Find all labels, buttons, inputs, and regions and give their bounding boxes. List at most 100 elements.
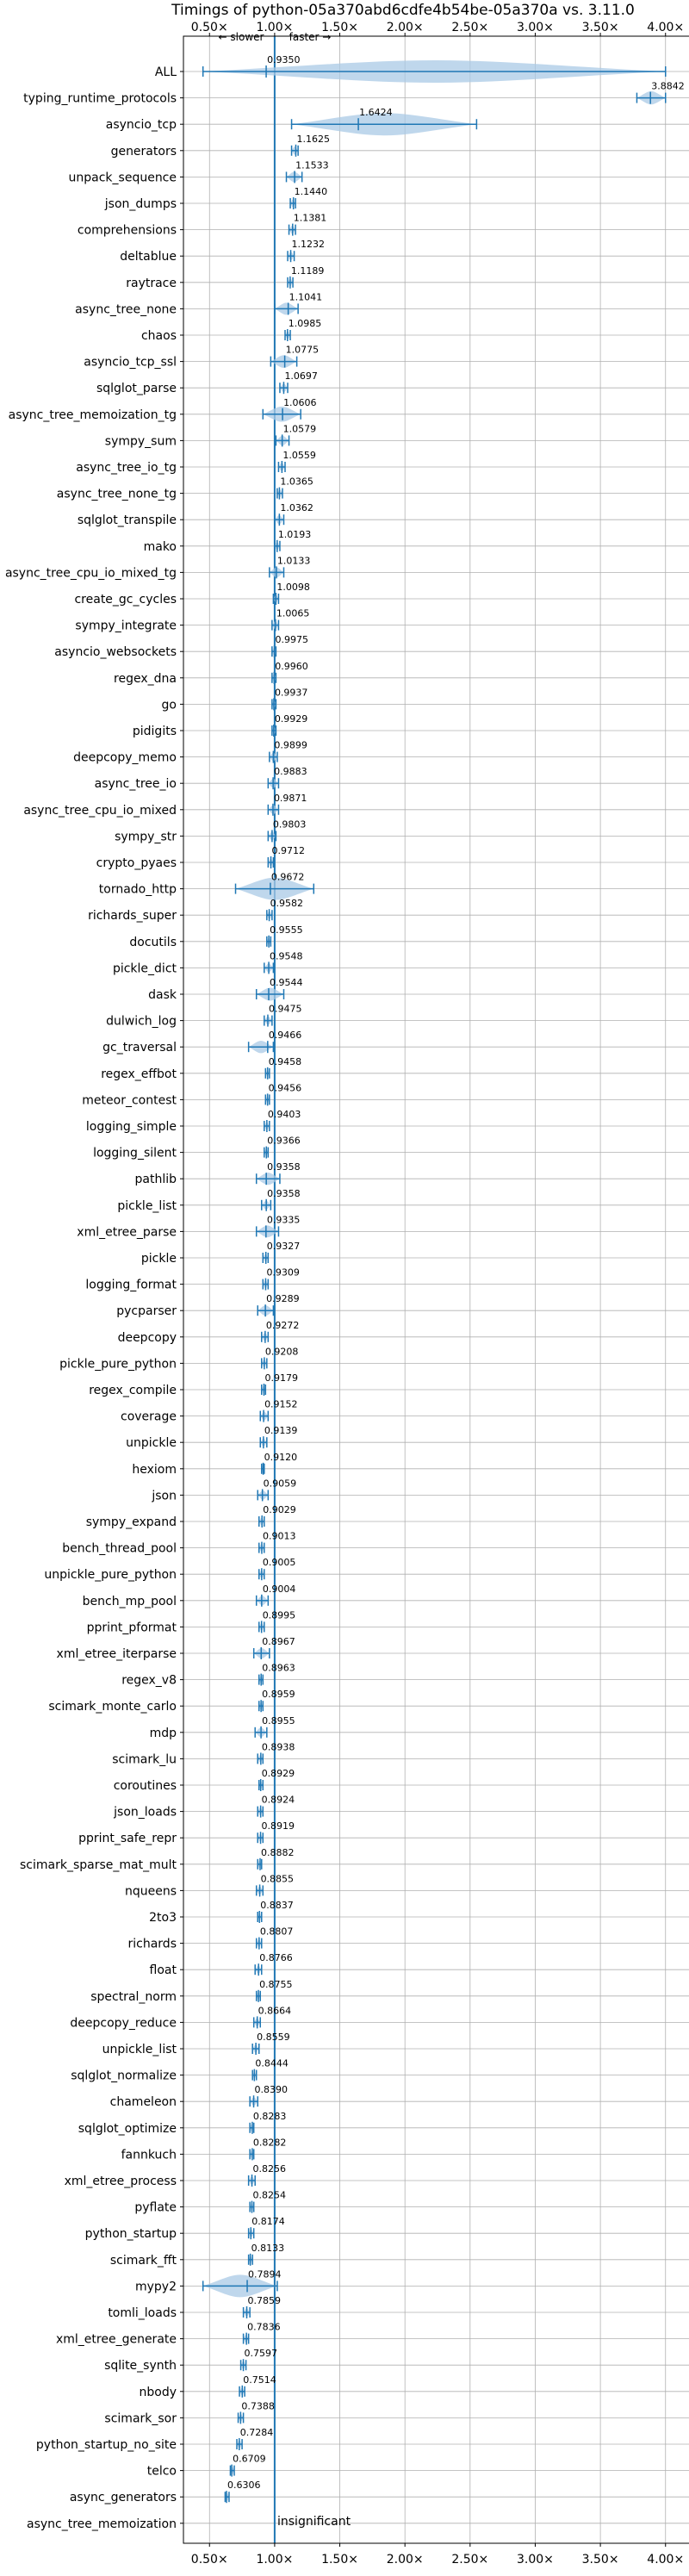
benchmark-label: xml_etree_iterparse — [57, 1647, 177, 1661]
violin-value-label: 1.0775 — [286, 345, 320, 356]
benchmark-label: sympy_str — [115, 830, 177, 843]
violin-value-label: 0.9555 — [270, 924, 303, 936]
violin-value-label: 0.9544 — [270, 977, 303, 988]
violin-value-label: 0.7836 — [247, 2322, 281, 2333]
violin-value-label: 0.7514 — [243, 2374, 276, 2386]
violin-value-label: 0.8282 — [253, 2137, 287, 2148]
x-tick-label-bottom: 2.50× — [451, 2553, 488, 2567]
benchmark-label: async_tree_io — [95, 777, 177, 791]
benchmark-label: sympy_expand — [86, 1515, 177, 1529]
benchmark-label: logging_simple — [86, 1120, 177, 1134]
benchmark-label: raytrace — [126, 277, 177, 290]
benchmark-label: xml_etree_parse — [77, 1225, 177, 1239]
violin-value-label: 0.9548 — [270, 950, 303, 961]
violin-value-label: 1.0606 — [283, 397, 317, 408]
benchmark-label: sympy_sum — [105, 434, 177, 448]
benchmark-label: pickle_dict — [113, 961, 177, 975]
benchmark-label: sqlite_synth — [104, 2359, 177, 2373]
violin-value-label: 1.0365 — [280, 476, 313, 488]
benchmark-label: async_tree_memoization_tg — [9, 408, 177, 422]
benchmark-label: python_startup — [85, 2227, 177, 2241]
violin-value-label: 0.8559 — [257, 2032, 290, 2043]
benchmark-label: logging_format — [85, 1279, 177, 1292]
benchmark-label: tomli_loads — [108, 2306, 177, 2320]
violin-value-label: 1.1041 — [289, 291, 323, 302]
benchmark-label: meteor_contest — [82, 1093, 177, 1107]
benchmark-label: chaos — [141, 329, 177, 343]
benchmark-label: async_generators — [70, 2491, 177, 2504]
benchmark-label: ALL — [155, 65, 177, 79]
benchmark-label: regex_dna — [114, 672, 177, 686]
benchmark-label: nbody — [140, 2386, 177, 2399]
benchmark-label: coverage — [121, 1410, 177, 1424]
violin-value-label: 0.8995 — [263, 1609, 296, 1621]
violin-value-label: 0.9883 — [274, 766, 307, 777]
violin-value-label: 0.9899 — [274, 740, 307, 751]
x-tick-label-top: 3.00× — [517, 21, 554, 34]
benchmark-label: mdp — [150, 1727, 177, 1740]
violin-value-label: 3.8842 — [651, 81, 685, 92]
benchmark-label: 2to3 — [149, 1911, 177, 1925]
violin-value-label: 1.0697 — [284, 370, 318, 382]
benchmark-label: hexiom — [132, 1463, 177, 1477]
marks-layer — [202, 36, 667, 2543]
benchmark-label: bench_thread_pool — [62, 1542, 177, 1556]
grid-layer — [180, 33, 689, 2547]
benchmark-label: deepcopy — [118, 1331, 177, 1345]
benchmark-label: scimark_fft — [110, 2254, 177, 2268]
violin-value-label: 0.8938 — [262, 1741, 295, 1752]
benchmark-label: asyncio_websockets — [54, 645, 177, 659]
violin-value-label: 0.9179 — [264, 1372, 298, 1384]
violin-value-label: 0.7859 — [248, 2295, 282, 2306]
violin-value-label: 1.0193 — [278, 529, 312, 540]
violin-value-label: 0.7597 — [245, 2348, 278, 2359]
benchmark-label: richards — [128, 1938, 177, 1951]
violin-value-label: 0.8755 — [259, 1979, 293, 1990]
benchmark-label: sqlglot_transpile — [78, 513, 177, 527]
insignificant-label: insignificant — [277, 2515, 351, 2529]
violin-value-label: 1.0065 — [276, 608, 310, 619]
violin-value-label: 0.8664 — [258, 2005, 292, 2016]
x-tick-label-bottom: 1.00× — [256, 2553, 293, 2567]
benchmark-label: richards_super — [88, 909, 177, 923]
benchmark-label: typing_runtime_protocols — [23, 92, 177, 106]
benchmark-label: gc_traversal — [102, 1041, 177, 1055]
benchmark-label: pickle — [141, 1252, 177, 1266]
violin-value-label: 0.8967 — [262, 1636, 295, 1647]
benchmark-label: pprint_safe_repr — [78, 1832, 177, 1845]
benchmark-label: mypy2 — [135, 2280, 177, 2293]
benchmark-label: scimark_lu — [112, 1752, 177, 1766]
benchmark-label: deepcopy_memo — [73, 751, 177, 765]
x-tick-label-top: 3.50× — [582, 21, 619, 34]
violin-value-label: 0.8959 — [262, 1689, 295, 1700]
violin-value-label: 0.9466 — [269, 1030, 302, 1041]
violin-value-label: 0.8256 — [253, 2163, 287, 2175]
violin-value-label: 0.8837 — [260, 1900, 294, 1911]
benchmark-label: pycparser — [116, 1304, 177, 1318]
x-tick-label-bottom: 2.00× — [387, 2553, 424, 2567]
violin-value-label: 1.6424 — [359, 107, 393, 118]
violin-value-label: 0.8924 — [262, 1795, 295, 1806]
x-tick-label-top: 1.50× — [321, 21, 358, 34]
x-tick-label-top: 2.00× — [387, 21, 424, 34]
benchmark-label: regex_effbot — [101, 1067, 177, 1081]
benchmark-label: json_dumps — [104, 197, 177, 211]
violin-value-label: 0.9005 — [263, 1557, 296, 1568]
violin-value-label: 0.9120 — [264, 1452, 298, 1463]
benchmark-label: generators — [111, 145, 177, 159]
x-tick-label-top: 2.50× — [451, 21, 488, 34]
benchmark-label: async_tree_none_tg — [57, 488, 177, 501]
benchmark-label: asyncio_tcp_ssl — [84, 356, 177, 370]
benchmark-label: asyncio_tcp — [106, 118, 177, 132]
violin-value-label: 1.1440 — [295, 186, 328, 197]
violin-value-label: 0.9712 — [272, 845, 306, 856]
violin-value-label: 0.9456 — [269, 1082, 302, 1093]
x-tick-label-top: 1.00× — [256, 21, 293, 34]
benchmark-label: crypto_pyaes — [96, 856, 177, 870]
violin-value-label: 0.9350 — [267, 54, 301, 65]
benchmark-label: async_tree_cpu_io_mixed — [23, 804, 177, 818]
violin-value-label: 0.8133 — [251, 2243, 285, 2254]
x-tick-label-bottom: 1.50× — [321, 2553, 358, 2567]
benchmark-label: json — [151, 1489, 177, 1503]
